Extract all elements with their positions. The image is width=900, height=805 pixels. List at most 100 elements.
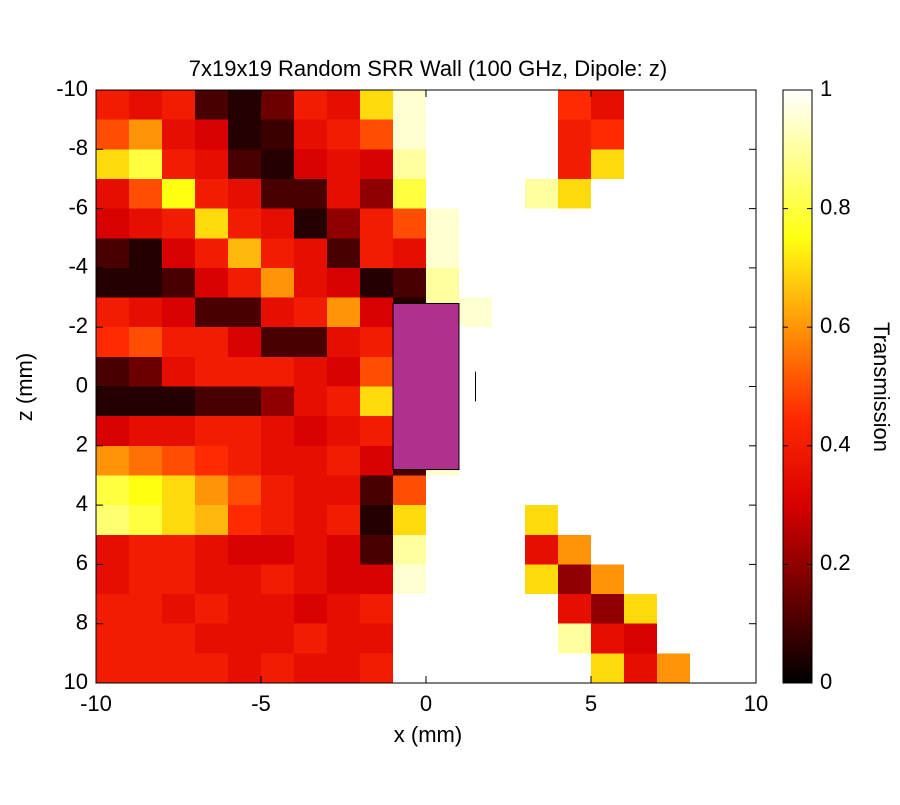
heat-cell	[657, 267, 691, 299]
heat-cell	[294, 594, 328, 625]
heat-cell	[459, 238, 493, 269]
heat-cell	[525, 505, 559, 536]
heat-cell	[393, 653, 427, 684]
heat-cell	[723, 208, 757, 239]
heat-cell	[162, 327, 196, 358]
heat-cell	[459, 623, 493, 654]
heat-cell	[591, 178, 625, 210]
heat-cell	[294, 475, 328, 506]
heat-cell	[657, 534, 691, 565]
heat-cell	[96, 416, 130, 447]
heat-cell	[690, 623, 724, 654]
heat-cell	[393, 564, 427, 595]
heat-cell	[360, 238, 394, 269]
heat-cell	[690, 327, 724, 358]
heat-cell	[195, 119, 229, 150]
heat-cell	[261, 416, 295, 447]
heat-cell	[228, 238, 262, 269]
colorbar-tick-label: 0.2	[820, 550, 851, 575]
heat-cell	[360, 594, 394, 625]
heat-cell	[492, 623, 526, 654]
heat-cell	[558, 505, 592, 536]
heat-cell	[558, 297, 592, 328]
heat-cell	[459, 534, 493, 565]
x-axis-label: x (mm)	[394, 722, 462, 747]
heat-cell	[162, 416, 196, 447]
heat-cell	[327, 416, 361, 447]
heat-cell	[327, 505, 361, 536]
heat-cell	[129, 534, 163, 565]
heat-cell	[624, 297, 658, 328]
heat-cell	[129, 386, 163, 417]
heat-cell	[96, 267, 130, 299]
heat-cell	[195, 653, 229, 684]
heat-cell	[327, 149, 361, 180]
heat-cell	[162, 267, 196, 299]
heat-cell	[492, 238, 526, 269]
heat-cell	[426, 238, 460, 269]
heat-cell	[360, 149, 394, 180]
heat-cell	[228, 623, 262, 654]
heat-cell	[591, 297, 625, 328]
heat-cell	[558, 178, 592, 210]
heat-cell	[162, 475, 196, 506]
heat-cell	[393, 178, 427, 210]
heat-cell	[360, 475, 394, 506]
heat-cell	[492, 119, 526, 150]
heat-cell	[261, 475, 295, 506]
heat-cell	[723, 90, 757, 121]
heat-cell	[492, 327, 526, 358]
heat-cell	[327, 90, 361, 121]
heat-cell	[261, 623, 295, 654]
heat-cell	[591, 564, 625, 595]
heat-cell	[360, 653, 394, 684]
heat-cell	[492, 534, 526, 565]
heat-cell	[129, 208, 163, 239]
heat-cell	[360, 267, 394, 299]
heat-cell	[261, 505, 295, 536]
heat-cell	[129, 297, 163, 328]
heat-cell	[360, 623, 394, 654]
heat-cell	[261, 327, 295, 358]
heat-cell	[228, 356, 262, 387]
heat-cell	[327, 564, 361, 595]
heat-cell	[294, 297, 328, 328]
heat-cell	[360, 416, 394, 447]
heat-cell	[723, 594, 757, 625]
heat-cell	[162, 505, 196, 536]
heat-cell	[723, 149, 757, 180]
heat-cell	[294, 445, 328, 476]
heat-cell	[195, 534, 229, 565]
heat-cell	[459, 653, 493, 684]
heat-cell	[327, 534, 361, 565]
heat-cell	[195, 564, 229, 595]
heat-cell	[294, 208, 328, 239]
heat-cell	[228, 445, 262, 476]
heat-cell	[261, 208, 295, 239]
heat-cell	[129, 594, 163, 625]
heat-cell	[525, 356, 559, 387]
heat-cell	[558, 564, 592, 595]
heat-cell	[426, 534, 460, 565]
heat-cell	[195, 267, 229, 299]
heat-cell	[294, 90, 328, 121]
heat-cell	[129, 623, 163, 654]
heat-cell	[261, 445, 295, 476]
heat-cell	[624, 505, 658, 536]
heat-cell	[591, 475, 625, 506]
heat-cell	[723, 505, 757, 536]
y-tick-label: 6	[76, 550, 88, 575]
heat-cell	[162, 564, 196, 595]
heat-cell	[228, 505, 262, 536]
heat-cell	[525, 149, 559, 180]
heat-cell	[393, 534, 427, 565]
heat-cell	[723, 416, 757, 447]
heat-cell	[657, 594, 691, 625]
heat-cell	[294, 534, 328, 565]
heat-cell	[624, 623, 658, 654]
heat-cell	[426, 208, 460, 239]
heat-cell	[558, 475, 592, 506]
heat-cell	[261, 90, 295, 121]
heat-cell	[525, 653, 559, 684]
